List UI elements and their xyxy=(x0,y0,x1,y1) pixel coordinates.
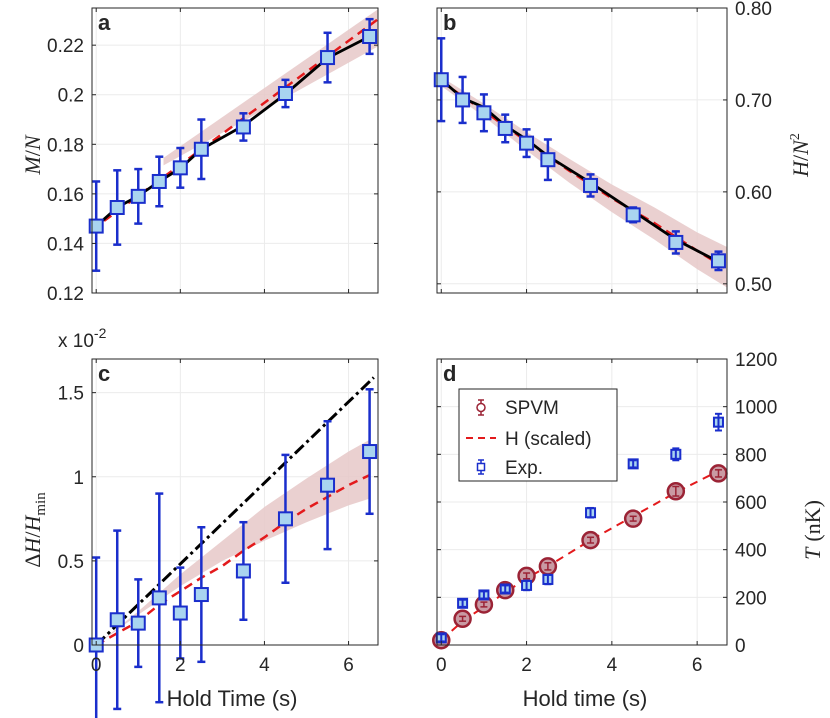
panel-a-data-point-7 xyxy=(277,86,293,101)
panel-c: 0 2 4 6 0 0.5 1 1.5 c xyxy=(58,358,379,718)
panel-a-data-point-1 xyxy=(109,200,125,215)
panel-c-data-point-3 xyxy=(151,590,167,606)
panel-d-h-scaled-line xyxy=(440,470,719,641)
panel-d-ytick-label-2: 400 xyxy=(735,541,767,562)
panel-b-solid-fit xyxy=(440,78,720,263)
panel-c-data-point-8 xyxy=(320,477,336,493)
legend-item-h-scaled: H (scaled) xyxy=(466,429,592,450)
panel-d-xtick-label-1: 2 xyxy=(521,655,532,676)
panel-c-letter-label: c xyxy=(98,361,110,386)
panel-a-letter-label: a xyxy=(98,10,111,35)
panel-c-xtick-label-0: 0 xyxy=(91,655,102,676)
panel-c-ylabel: ΔH/Hmin xyxy=(20,492,49,568)
panel-b-ytick-label-2: 0.70 xyxy=(735,91,772,112)
panel-a-data-point-4 xyxy=(172,160,188,176)
panel-c-xtick-label-3: 6 xyxy=(343,655,354,676)
panel-d-ytick-label-0: 0 xyxy=(735,636,746,657)
legend-h-scaled-label: H (scaled) xyxy=(505,429,592,450)
legend-exp-marker xyxy=(476,462,486,472)
panel-b-ytick-label-0: 0.50 xyxy=(735,275,772,296)
panel-a-data-point-5 xyxy=(193,141,209,157)
panel-c-xtick-label-2: 4 xyxy=(259,655,270,676)
legend-spvm-label: SPVM xyxy=(505,398,559,419)
legend-spvm-marker xyxy=(476,402,486,413)
panel-b-data-point-8 xyxy=(668,234,684,250)
panel-d-xlabel: Hold time (s) xyxy=(523,686,648,711)
panel-d-ytick-label-3: 600 xyxy=(735,493,767,514)
panel-c-ytick-label-0: 0 xyxy=(73,636,84,657)
panel-c-data-point-2 xyxy=(130,615,146,631)
panel-c-axis-multiplier: x 10-2 xyxy=(58,325,107,352)
panel-b-frame xyxy=(436,7,728,294)
panel-c-frame xyxy=(91,358,379,646)
panel-d-ylabel: T(nK) xyxy=(800,500,825,560)
panel-a-solid-fit xyxy=(95,35,371,228)
panel-d-ytick-label-4: 800 xyxy=(735,445,767,466)
panel-b-data-point-6 xyxy=(583,177,599,193)
panel-c-data-point-7 xyxy=(277,511,293,527)
panel-b-data-point-2 xyxy=(476,105,492,121)
legend-exp-label: Exp. xyxy=(505,458,543,479)
panel-b-ytick-label-3: 0.80 xyxy=(735,0,772,20)
panel-b-ytick-label-1: 0.60 xyxy=(735,183,772,204)
panel-c-ytick-label-1: 0.5 xyxy=(58,552,84,573)
panel-c-data-point-5 xyxy=(193,587,209,603)
panel-a-data-point-2 xyxy=(130,188,146,204)
panel-a-ytick-label-2: 0.16 xyxy=(47,185,84,206)
panel-a-ytick-label-4: 0.2 xyxy=(58,86,84,107)
panel-b-data-point-7 xyxy=(625,207,641,223)
legend-box xyxy=(458,388,618,482)
panel-d-xtick-label-3: 6 xyxy=(692,655,703,676)
panel-b-letter-label: b xyxy=(443,10,456,35)
panel-d-ytick-label-6: 1200 xyxy=(735,350,777,371)
panel-c-dashdot-line xyxy=(95,376,375,647)
panel-a-confidence-band xyxy=(163,9,378,166)
panel-d-xtick-label-0: 0 xyxy=(436,655,447,676)
panel-a-ylabel: M/N xyxy=(20,134,45,175)
legend-item-exp: Exp. xyxy=(476,458,543,479)
panel-a-data-point-3 xyxy=(151,173,167,189)
panel-c-data-point-4 xyxy=(172,605,188,621)
panel-d-xtick-label-2: 4 xyxy=(607,655,618,676)
panel-a-data-point-0 xyxy=(88,218,104,234)
panel-c-data-point-9 xyxy=(362,444,378,460)
panel-a-frame xyxy=(91,7,379,294)
panel-c-xlabel: Hold Time (s) xyxy=(167,686,298,711)
legend-item-spvm: SPVM xyxy=(476,398,559,419)
legend: SPVM H (scaled) Exp. xyxy=(458,388,618,482)
panel-c-ytick-label-2: 1 xyxy=(73,468,84,489)
panel-a-data-point-6 xyxy=(235,119,251,135)
panel-a-data-point-9 xyxy=(362,29,378,44)
panel-c-data-point-1 xyxy=(109,612,125,628)
panel-b-data-point-1 xyxy=(455,92,471,108)
panel-d-letter-label: d xyxy=(443,361,456,386)
panel-a-ytick-label-3: 0.18 xyxy=(47,135,84,156)
panel-b-data-point-0 xyxy=(433,72,449,88)
panel-a-ytick-label-5: 0.22 xyxy=(47,36,84,57)
panel-b-ylabel: H/N2 xyxy=(788,133,813,178)
panel-b: 0.50 0.60 0.70 0.80 b xyxy=(433,0,772,296)
panel-c-ytick-label-3: 1.5 xyxy=(58,384,84,405)
panel-a-ytick-label-0: 0.12 xyxy=(47,284,84,305)
panel-b-data-point-3 xyxy=(497,120,513,136)
panel-c-data-point-6 xyxy=(235,563,251,579)
panel-a-data-point-8 xyxy=(320,50,336,66)
panel-a-ytick-label-1: 0.14 xyxy=(47,234,84,255)
panel-c-xtick-label-1: 2 xyxy=(175,655,186,676)
panel-b-data-point-5 xyxy=(540,152,556,168)
panel-d-ytick-label-5: 1000 xyxy=(735,398,777,419)
panel-a: 0.12 0.14 0.16 0.18 0.2 0.22 a xyxy=(47,7,379,305)
panel-b-data-point-4 xyxy=(519,135,535,151)
panel-b-data-point-9 xyxy=(710,253,726,269)
panel-d-ytick-label-1: 200 xyxy=(735,588,767,609)
